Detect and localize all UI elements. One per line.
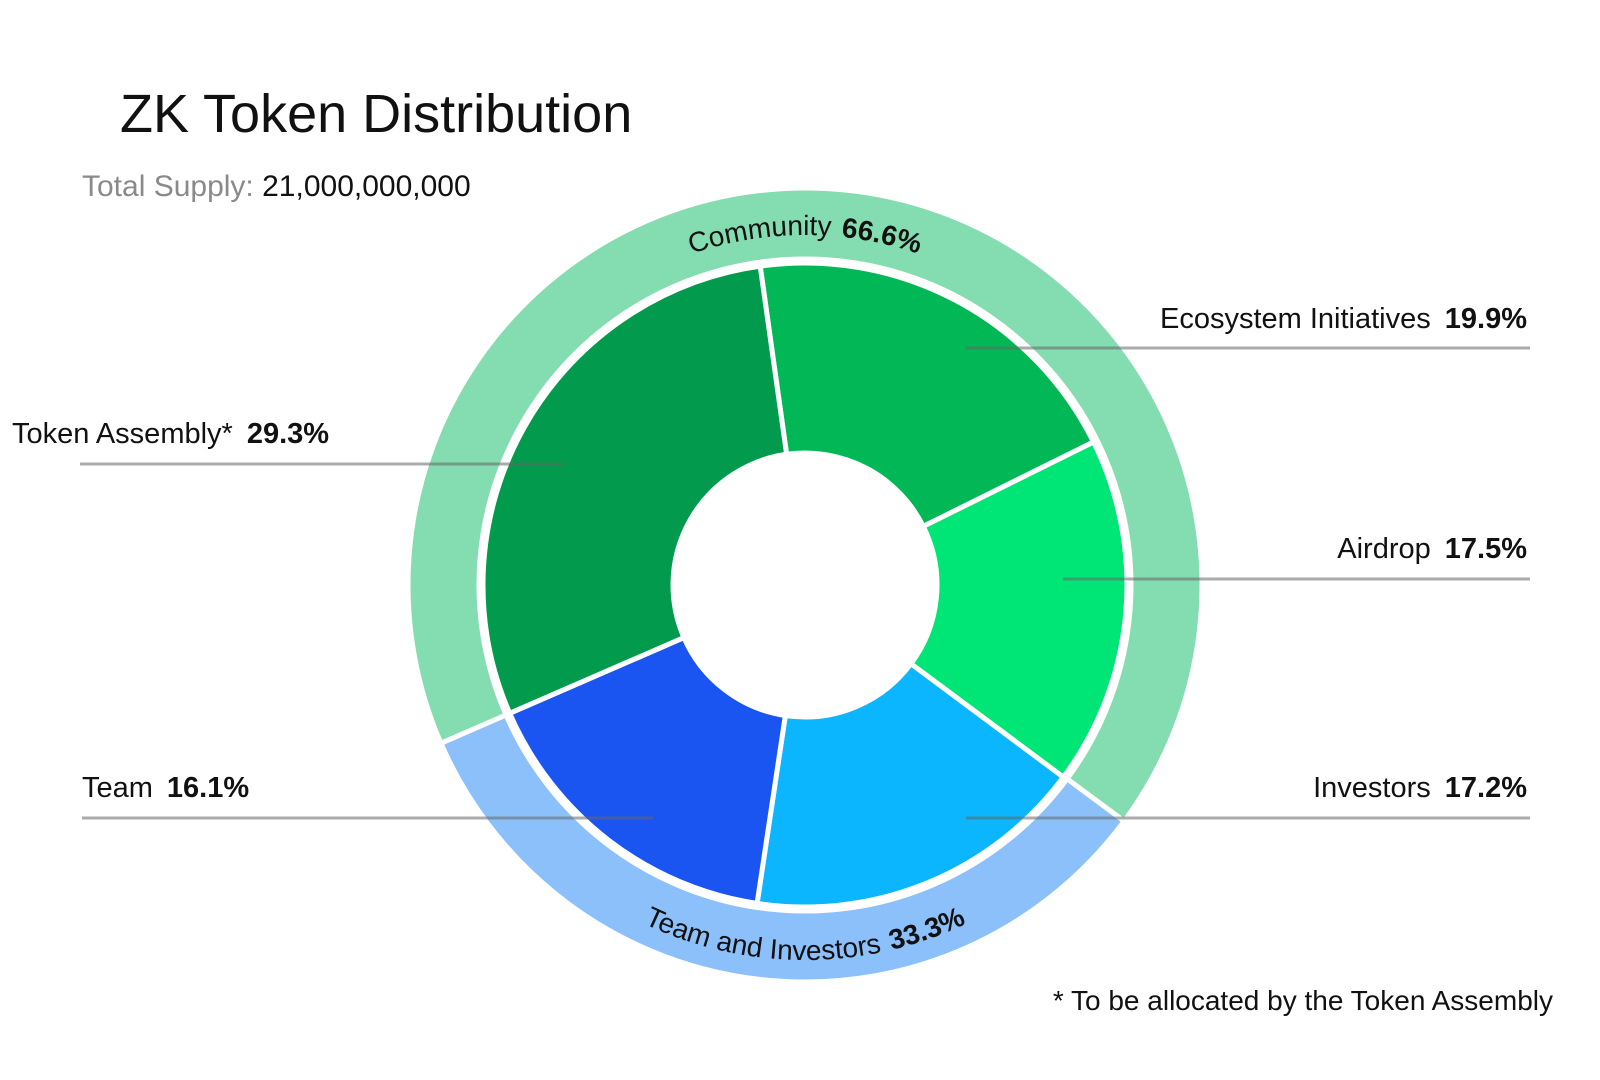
value-label: 17.2% [1445, 772, 1527, 804]
callout-label: Investors 17.2% [1313, 772, 1527, 804]
value-label: 19.9% [1445, 303, 1527, 335]
chart-title: ZK Token Distribution [120, 84, 632, 144]
category-label: Airdrop [1337, 533, 1431, 565]
value-label: 29.3% [247, 418, 329, 450]
category-label: Token Assembly* [12, 418, 233, 450]
value-label: 16.1% [167, 772, 249, 804]
callout-label: Team 16.1% [82, 772, 249, 804]
subtitle-label: Total Supply: [82, 170, 254, 203]
category-label: Investors [1313, 772, 1431, 804]
value-label: 17.5% [1445, 533, 1527, 565]
subtitle-value: 21,000,000,000 [262, 170, 471, 203]
outer-segment [437, 711, 1128, 985]
outer-segment [405, 185, 1205, 825]
subtitle: Total Supply: 21,000,000,000 [82, 170, 471, 203]
category-label: Ecosystem Initiatives [1160, 303, 1431, 335]
inner-segment [907, 438, 1130, 781]
inner-segment [757, 260, 1097, 530]
inner-segment [754, 660, 1067, 910]
callout-label: Ecosystem Initiatives 19.9% [1160, 303, 1527, 335]
inner-segment [480, 263, 790, 717]
inner-segment [506, 634, 789, 907]
footnote: * To be allocated by the Token Assembly [1053, 985, 1553, 1016]
callout-label: Airdrop 17.5% [1337, 533, 1527, 565]
category-label: Team [82, 772, 153, 804]
callout-label: Token Assembly* 29.3% [12, 418, 329, 450]
